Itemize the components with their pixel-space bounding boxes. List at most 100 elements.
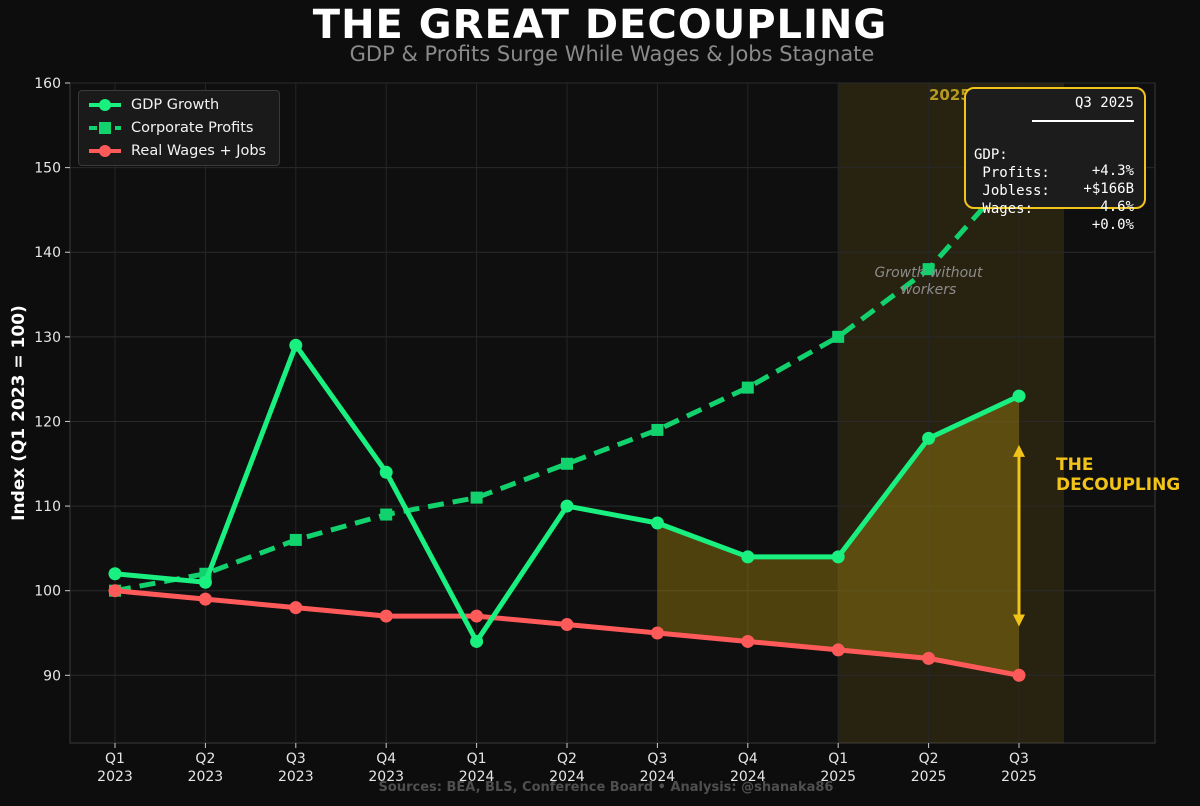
series-line-corporate-profits — [114, 165, 1021, 594]
x-tick-quarter: Q1 — [105, 751, 125, 767]
x-tick-year: 2023 — [97, 769, 133, 785]
data-point-gdp-growth — [1012, 389, 1026, 403]
x-tick-quarter: Q2 — [195, 751, 215, 767]
data-point-corporate-profits — [380, 508, 393, 521]
y-tick-label: 130 — [34, 330, 61, 346]
source-note: Sources: BEA, BLS, Conference Board • An… — [378, 780, 834, 795]
x-tick-quarter: Q3 — [1009, 751, 1029, 767]
data-point-corporate-profits — [561, 457, 573, 470]
x-tick-label: Q1 2025 — [820, 751, 856, 785]
infobox-row-jobless: Jobless: 4.6% — [974, 167, 1134, 215]
q3-2025-infobox: Q3 2025 GDP: +4.3% Profits: +$166B Joble… — [964, 87, 1146, 233]
y-tick-label: 120 — [34, 414, 61, 430]
x-tick-year: 2024 — [730, 769, 766, 785]
growth-note-line-2: workers — [900, 282, 957, 298]
data-point-real-wages-jobs — [650, 626, 664, 640]
legend-swatch-profits — [89, 122, 121, 134]
data-point-corporate-profits — [741, 381, 754, 394]
infobox-divider — [1032, 120, 1134, 122]
data-point-real-wages-jobs — [741, 634, 755, 648]
x-tick-quarter: Q2 — [919, 751, 939, 767]
data-point-real-wages-jobs — [379, 609, 393, 623]
legend-item-profits: Corporate Profits — [87, 117, 253, 139]
data-point-corporate-profits — [832, 330, 845, 343]
data-point-real-wages-jobs — [922, 651, 936, 665]
x-tick-year: 2025 — [1001, 769, 1037, 785]
x-tick-label: Q3 2024 — [640, 751, 676, 785]
legend-item-wages: Real Wages + Jobs — [87, 140, 266, 162]
x-tick-quarter: Q3 — [286, 751, 306, 767]
x-tick-label: Q4 2024 — [730, 751, 766, 785]
data-point-corporate-profits — [922, 263, 935, 276]
data-point-corporate-profits — [470, 491, 483, 504]
x-tick-year: 2024 — [549, 769, 585, 785]
growth-note-line-1: Growth without — [874, 265, 983, 281]
x-tick-quarter: Q1 — [828, 751, 848, 767]
infobox-value: +4.3% — [1091, 163, 1134, 179]
x-tick-label: Q1 2024 — [459, 751, 495, 785]
infobox-value: +$166B — [1083, 181, 1134, 197]
data-point-gdp-growth — [922, 431, 936, 445]
x-tick-label: Q2 2023 — [188, 751, 224, 785]
y-tick-label: 110 — [34, 499, 61, 515]
decoupling-label-line-2: DECOUPLING — [1056, 475, 1181, 495]
legend-swatch-wages — [89, 145, 121, 157]
data-point-gdp-growth — [741, 550, 755, 564]
x-tick-quarter: Q3 — [647, 751, 667, 767]
data-point-real-wages-jobs — [198, 592, 212, 606]
x-tick-year: 2023 — [368, 769, 404, 785]
x-tick-label: Q3 2023 — [278, 751, 314, 785]
x-tick-year: 2024 — [459, 769, 495, 785]
infobox-key: Wages: — [974, 201, 1034, 217]
x-tick-label: Q1 2023 — [97, 751, 133, 785]
x-tick-year: 2025 — [911, 769, 947, 785]
infobox-row-wages: Wages: +0.0% — [974, 185, 1134, 233]
x-tick-label: Q3 2025 — [1001, 751, 1037, 785]
infobox-row-profits: Profits: +$166B — [974, 149, 1134, 197]
decoupling-label-line-1: THE — [1056, 455, 1094, 475]
infobox-value: +0.0% — [1091, 217, 1134, 233]
infobox-row-gdp: GDP: +4.3% — [974, 131, 1134, 179]
x-tick-label: Q2 2024 — [549, 751, 585, 785]
decoupling-arrow-head-bottom — [1013, 614, 1025, 627]
data-point-gdp-growth — [831, 550, 845, 564]
legend-label-profits: Corporate Profits — [131, 120, 254, 136]
infobox-value: 4.6% — [1100, 199, 1134, 215]
data-point-real-wages-jobs — [831, 643, 845, 657]
x-tick-year: 2025 — [820, 769, 856, 785]
data-point-corporate-profits — [289, 533, 302, 546]
y-tick-label: 150 — [34, 161, 61, 177]
chart-subtitle: GDP & Profits Surge While Wages & Jobs S… — [349, 42, 875, 66]
data-point-gdp-growth — [379, 465, 393, 479]
data-point-gdp-growth — [650, 516, 664, 530]
infobox-key: GDP: — [974, 147, 1008, 163]
data-point-gdp-growth — [289, 338, 303, 352]
highlight-year-label: 2025 — [929, 86, 971, 104]
chart-title: THE GREAT DECOUPLING — [312, 2, 888, 48]
data-point-real-wages-jobs — [470, 609, 484, 623]
data-point-gdp-growth — [470, 634, 484, 648]
legend-label-gdp: GDP Growth — [131, 97, 220, 113]
y-tick-label: 100 — [34, 584, 61, 600]
data-point-real-wages-jobs — [1012, 668, 1026, 682]
decoupling-gap-fill — [657, 396, 1019, 676]
decoupling-arrow-head-top — [1013, 444, 1025, 457]
legend: GDP Growth Corporate Profits Real Wages … — [78, 90, 280, 166]
legend-label-wages: Real Wages + Jobs — [131, 143, 267, 159]
data-point-real-wages-jobs — [108, 584, 122, 598]
data-point-gdp-growth — [108, 567, 122, 581]
x-tick-label: Q2 2025 — [911, 751, 947, 785]
infobox-title: Q3 2025 — [1074, 95, 1134, 111]
x-tick-year: 2023 — [188, 769, 224, 785]
x-tick-quarter: Q4 — [376, 751, 396, 767]
x-tick-quarter: Q2 — [557, 751, 577, 767]
growth-without-workers-note: Growth without workers — [856, 265, 1001, 299]
data-point-real-wages-jobs — [560, 618, 574, 632]
data-point-gdp-growth — [560, 499, 574, 513]
x-tick-label: Q4 2023 — [368, 751, 404, 785]
legend-swatch-gdp — [89, 99, 121, 111]
x-tick-quarter: Q1 — [467, 751, 487, 767]
x-tick-quarter: Q4 — [738, 751, 758, 767]
y-tick-label: 160 — [34, 76, 61, 92]
x-tick-year: 2023 — [278, 769, 314, 785]
